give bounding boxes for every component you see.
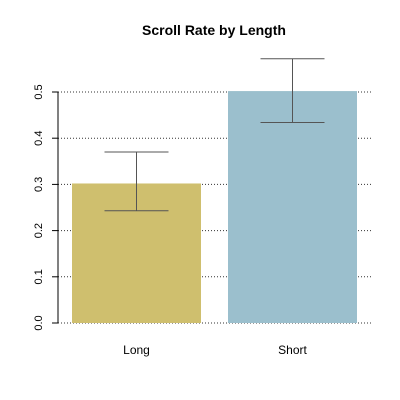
error-bar-short [260, 58, 325, 123]
category-label-long: Long [123, 343, 150, 357]
chart-title: Scroll Rate by Length [142, 22, 286, 38]
bars [72, 91, 357, 324]
y-tick-label-4: 0.4 [33, 131, 45, 146]
x-axis-labels: Long Short [123, 343, 307, 357]
y-tick-label-2: 0.2 [33, 223, 45, 238]
y-tick-label-3: 0.3 [33, 177, 45, 192]
y-axis: 0.0 0.1 0.2 0.3 0.4 0.5 [33, 84, 59, 331]
y-tick-label-1: 0.1 [33, 269, 45, 284]
y-tick-label-0: 0.0 [33, 315, 45, 330]
error-bars [104, 58, 325, 212]
y-tick-label-5: 0.5 [33, 84, 45, 99]
category-label-short: Short [278, 343, 307, 357]
bar-short [228, 91, 357, 324]
error-bar-long [104, 151, 169, 212]
